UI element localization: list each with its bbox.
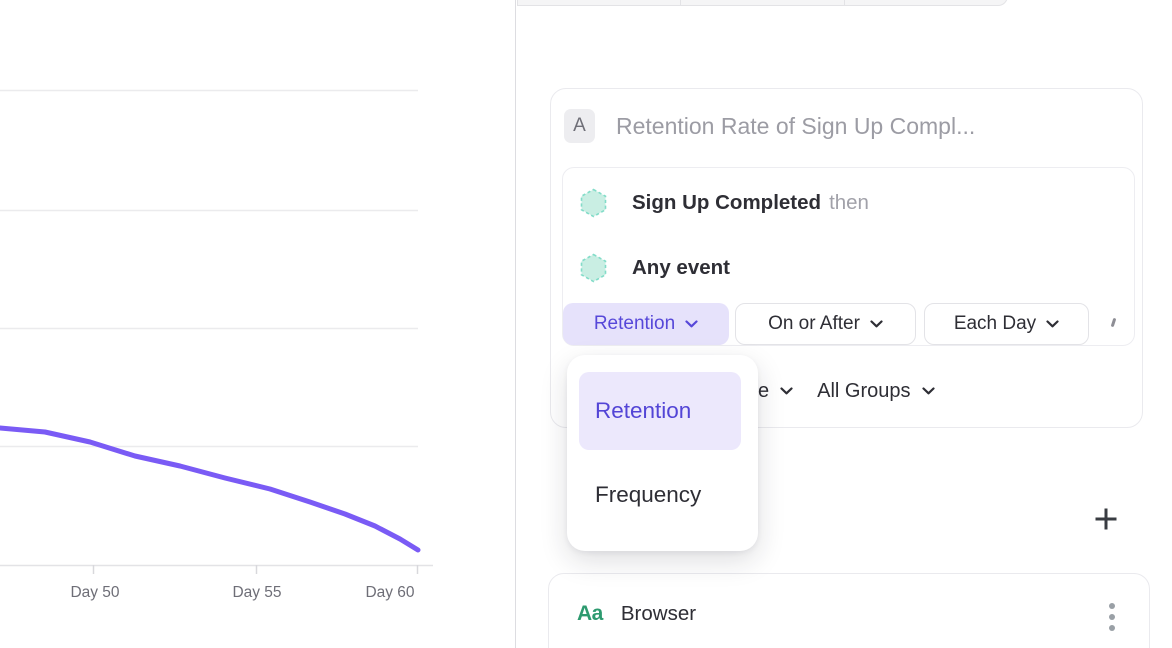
series-letter-badge: A [564, 109, 595, 143]
interval-dropdown-button[interactable]: Each Day [924, 303, 1089, 345]
x-axis-labels: Day 50 Day 55 Day 60 [70, 584, 414, 601]
panel-divider [515, 0, 516, 648]
string-property-type-icon: Aa [577, 602, 603, 625]
chevron-down-icon [921, 387, 935, 395]
retention-line[interactable] [0, 425, 421, 553]
chevron-down-icon [685, 320, 698, 328]
clipped-element-fragment [1110, 317, 1117, 328]
event-hexagon-icon [580, 253, 607, 283]
event-hexagon-icon [580, 188, 607, 218]
view-toggle-segment-3[interactable] [844, 0, 1008, 6]
event-step-row[interactable]: Sign Up Completed then [580, 188, 869, 218]
partially-hidden-dropdown-label[interactable]: e [758, 379, 770, 402]
chevron-down-icon [870, 320, 883, 328]
x-tick-label-day-50: Day 50 [70, 584, 119, 601]
retention-criteria-label: On or After [768, 313, 860, 334]
chart-gridlines [0, 89, 418, 448]
chevron-down-icon [780, 387, 793, 395]
interval-label: Each Day [953, 313, 1037, 334]
event-step-row[interactable]: Any event [580, 253, 730, 283]
breakdown-property-card: Aa Browser [548, 573, 1150, 648]
secondary-controls-row: e All Groups [758, 371, 935, 411]
retention-criteria-dropdown-button[interactable]: On or After [735, 303, 916, 345]
add-breakdown-button[interactable] [1092, 505, 1120, 533]
view-toggle-segment-2[interactable] [681, 0, 845, 6]
groups-dropdown-button[interactable]: All Groups [817, 379, 911, 402]
retention-chart: Day 50 Day 55 Day 60 [0, 89, 433, 601]
x-tick-label-day-55: Day 55 [232, 584, 281, 601]
event-name[interactable]: Any event [632, 256, 730, 279]
chevron-down-icon [1046, 320, 1059, 328]
retention-chart-panel: Day 50 Day 55 Day 60 [0, 0, 516, 648]
dropdown-item-frequency[interactable]: Frequency [595, 482, 702, 507]
step-connector: then [829, 191, 869, 214]
metric-type-dropdown-button[interactable]: Retention [563, 303, 729, 345]
event-steps-card: Sign Up Completed then Any event Retenti… [562, 167, 1135, 346]
breakdown-property-label: Browser [620, 602, 697, 625]
view-toggle-segment-1[interactable] [517, 0, 682, 6]
kebab-menu-icon[interactable] [1107, 601, 1117, 633]
dropdown-item-retention[interactable]: Retention [579, 372, 741, 450]
view-toggle-strip [517, 0, 1008, 6]
metric-name-input[interactable]: Retention Rate of Sign Up Compl... [616, 113, 976, 139]
plus-icon [1095, 508, 1117, 530]
x-tick-label-day-60: Day 60 [365, 584, 414, 601]
metric-type-dropdown-menu: Retention Frequency [567, 355, 758, 551]
breakdown-property-row[interactable]: Aa Browser [577, 599, 696, 629]
metric-type-label: Retention [593, 313, 676, 334]
x-axis [0, 564, 433, 574]
event-name[interactable]: Sign Up Completed [632, 191, 822, 214]
